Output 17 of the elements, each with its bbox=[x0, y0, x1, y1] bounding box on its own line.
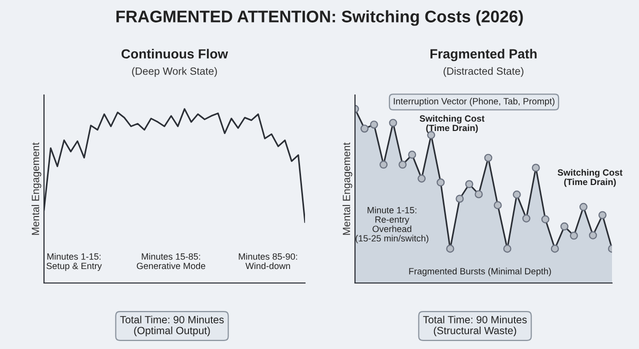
annotation: Minute 1-15: Re-entry Overhead (15-25 min/switch) bbox=[356, 206, 428, 244]
chart-subtitle: (Deep Work State) bbox=[132, 67, 217, 77]
chart-title: Continuous Flow bbox=[122, 48, 228, 59]
annotation: Minutes 85-90: Wind-down bbox=[238, 253, 298, 270]
annotation: Switching Cost (Time Drain) bbox=[420, 115, 484, 133]
text: Total Time: 90 Minutes (Optimal Output) bbox=[120, 316, 224, 336]
annotation: Fragmented Bursts (Minimal Depth) bbox=[409, 268, 551, 276]
chart-title: Fragmented Path bbox=[430, 48, 537, 62]
y-axis-title: Mental Engagement bbox=[32, 142, 42, 235]
annotation: Minutes 1-15: Setup & Entry bbox=[46, 253, 102, 271]
text: FRAGMENTED ATTENTION: Switching Costs (2026) bbox=[116, 10, 523, 26]
annotation: Switching Cost (Time Drain) bbox=[558, 169, 622, 187]
annotation: Minutes 15-85: Generative Mode bbox=[136, 253, 206, 270]
y-axis-title: Mental Engagement bbox=[342, 142, 352, 235]
chart-subtitle: (Distracted State) bbox=[444, 67, 524, 77]
text: Total Time: 90 Minutes (Structural Waste) bbox=[423, 316, 527, 336]
text: Interruption Vector (Phone, Tab, Prompt) bbox=[394, 98, 554, 106]
